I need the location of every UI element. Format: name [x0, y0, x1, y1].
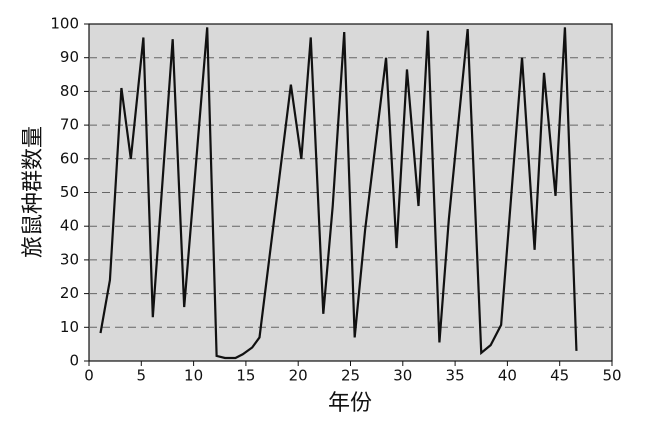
y-tick-label: 70	[60, 116, 79, 134]
y-tick-label: 10	[60, 318, 79, 336]
x-tick-label: 15	[236, 367, 255, 385]
y-tick-label: 90	[60, 48, 79, 66]
x-tick-label: 20	[289, 367, 308, 385]
y-tick-label: 80	[60, 82, 79, 100]
y-tick-label: 20	[60, 284, 79, 302]
x-tick-label: 40	[498, 367, 517, 385]
y-tick-label: 60	[60, 149, 79, 167]
x-tick-label: 35	[446, 367, 465, 385]
y-tick-label: 0	[69, 352, 79, 370]
x-tick-label: 5	[137, 367, 147, 385]
data-line	[99, 27, 578, 360]
x-tick-label: 0	[84, 367, 94, 385]
x-tick-label: 30	[393, 367, 412, 385]
x-tick-label: 25	[341, 367, 360, 385]
x-axis-label: 年份	[328, 391, 372, 416]
x-tick-label: 10	[184, 367, 203, 385]
x-tick-label: 50	[602, 367, 621, 385]
y-tick-label: 30	[60, 250, 79, 268]
y-tick-label: 40	[60, 217, 79, 235]
y-tick-label: 100	[50, 15, 79, 33]
y-tick-label: 50	[60, 183, 79, 201]
x-tick-label: 45	[550, 367, 569, 385]
y-axis-label: 旅鼠种群数量	[21, 126, 46, 258]
